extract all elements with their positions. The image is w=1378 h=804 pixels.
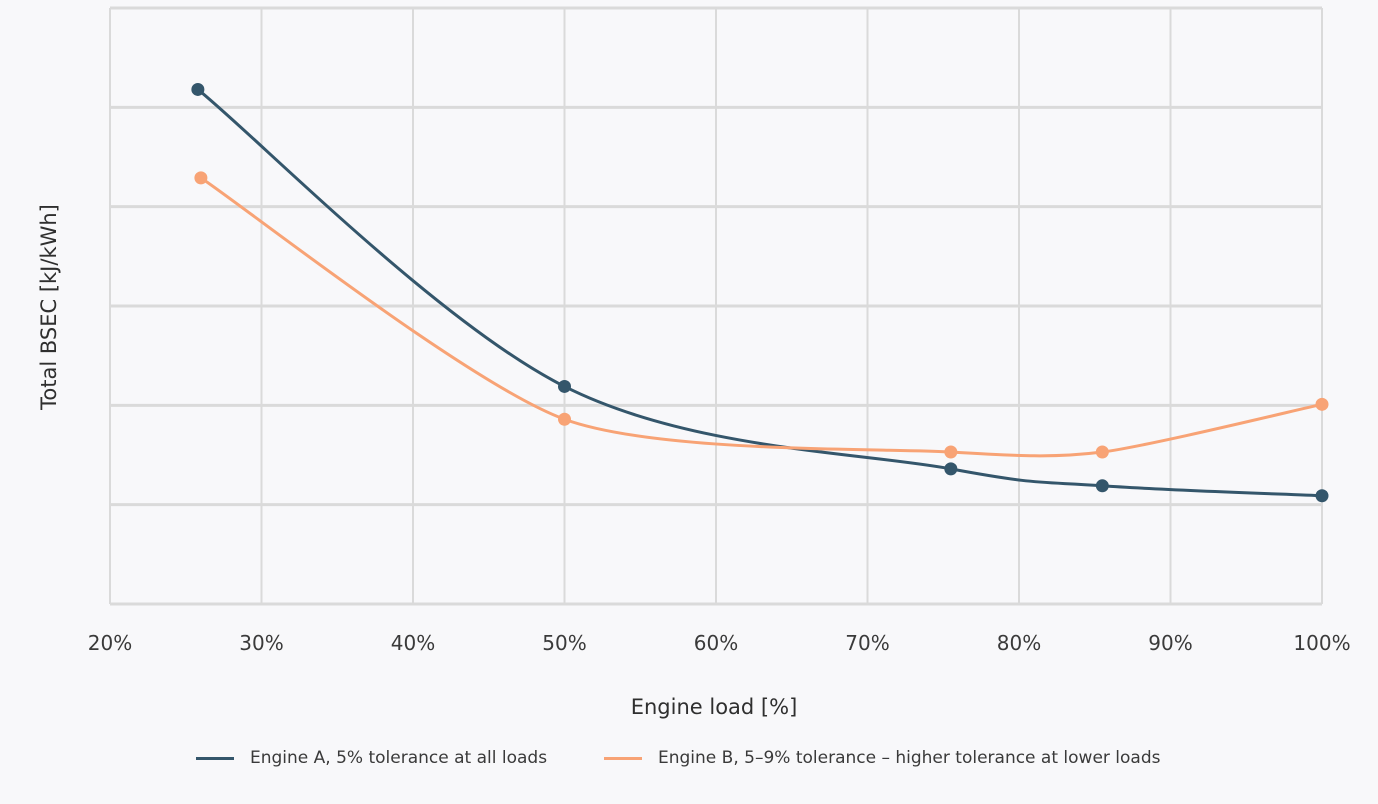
x-tick-label: 20%	[88, 631, 132, 655]
data-point-engine-a[interactable]	[1095, 479, 1109, 493]
grid	[109, 6, 1323, 606]
data-point-engine-a[interactable]	[558, 379, 571, 393]
legend-label-engine-a: Engine A, 5% tolerance at all loads	[250, 748, 548, 768]
legend-item-engine-a[interactable]: Engine A, 5% tolerance at all loads	[196, 748, 547, 768]
data-point-engine-b[interactable]	[1315, 397, 1329, 411]
x-tick-label: 40%	[391, 631, 435, 655]
data-point-engine-b[interactable]	[944, 445, 958, 459]
data-point-engine-b[interactable]	[558, 412, 571, 426]
x-tick-label: 70%	[845, 631, 889, 655]
series-line-engine-a	[196, 88, 1323, 498]
legend-item-engine-b[interactable]: Engine B, 5–9% tolerance – higher tolera…	[604, 748, 1160, 768]
legend-label-engine-b: Engine B, 5–9% tolerance – higher tolera…	[658, 748, 1161, 768]
series-group	[191, 82, 1329, 503]
x-axis-title: Engine load [%]	[631, 695, 798, 719]
data-point-engine-a[interactable]	[191, 82, 205, 96]
x-tick-label: 50%	[542, 631, 586, 655]
legend-swatch-engine-a	[196, 756, 234, 760]
x-tick-label: 80%	[997, 631, 1041, 655]
x-tick-label: 30%	[239, 631, 283, 655]
line-chart: 20% 30% 40% 50% 60% 70% 80% 90% 100% Engine load…	[37, 6, 1351, 719]
data-point-engine-b[interactable]	[194, 171, 208, 185]
x-tick-label: 60%	[694, 631, 738, 655]
data-point-engine-a[interactable]	[944, 462, 958, 476]
x-tick-label: 90%	[1148, 631, 1192, 655]
series-line-engine-b	[200, 176, 1323, 458]
legend: Engine A, 5% tolerance at all loads Engi…	[0, 748, 1378, 776]
x-tick-label: 100%	[1293, 631, 1350, 655]
x-axis-ticks: 20% 30% 40% 50% 60% 70% 80% 90% 100%	[88, 631, 1351, 655]
legend-swatch-engine-b	[604, 756, 642, 760]
y-axis-title: Total BSEC [kJ/kWh]	[37, 204, 61, 411]
data-point-engine-a[interactable]	[1315, 489, 1329, 503]
data-point-engine-b[interactable]	[1095, 445, 1109, 459]
